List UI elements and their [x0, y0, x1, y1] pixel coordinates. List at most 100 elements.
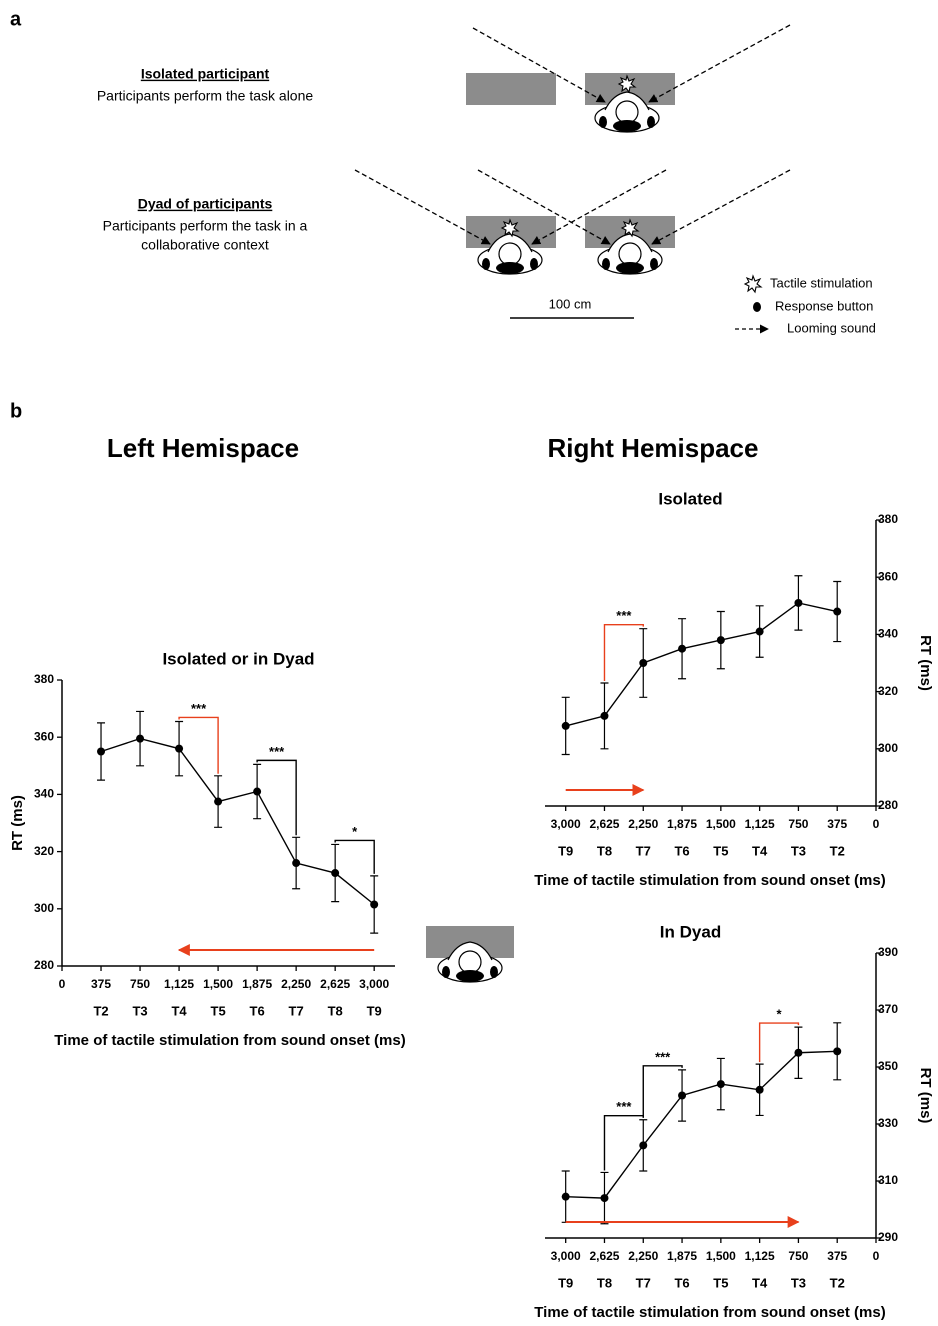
condition-description: Participants perform the task alone — [97, 88, 314, 104]
data-point — [794, 598, 803, 607]
x-tick-label: 1,125 — [164, 977, 194, 991]
data-point — [253, 787, 262, 796]
significance-label: *** — [616, 1099, 632, 1114]
y-tick-label: 310 — [878, 1173, 898, 1187]
data-point — [561, 1192, 570, 1201]
x-name: T6 — [250, 1003, 265, 1018]
x-tick-label: 375 — [827, 1249, 847, 1263]
significance-bracket — [256, 759, 297, 836]
data-point — [794, 1048, 803, 1057]
significance-label: *** — [269, 744, 285, 759]
chart-title: Isolated or in Dyad — [162, 649, 314, 668]
x-tick-label: 750 — [788, 817, 808, 831]
condition-description: collaborative context — [141, 237, 269, 253]
condition-title: Isolated participant — [141, 66, 270, 82]
data-point — [833, 1047, 842, 1056]
y-tick-label: 330 — [878, 1116, 898, 1130]
y-axis-label: RT (ms) — [917, 1068, 934, 1124]
x-tick-label: 0 — [873, 1249, 880, 1263]
x-name: T4 — [171, 1003, 187, 1018]
data-point — [716, 1080, 725, 1089]
x-tick-label: 1,875 — [242, 977, 272, 991]
x-name: T5 — [211, 1003, 226, 1018]
data-point — [600, 711, 609, 720]
hemispace-title: Right Hemispace — [548, 433, 759, 463]
x-axis-label: Time of tactile stimulation from sound o… — [534, 1304, 885, 1321]
x-name: T3 — [132, 1003, 147, 1018]
hemispace-title: Left Hemispace — [107, 433, 299, 463]
data-point — [755, 627, 764, 636]
data-point — [331, 869, 340, 878]
y-tick-label: 300 — [34, 901, 54, 915]
x-name: T8 — [597, 843, 612, 858]
legend-label: Looming sound — [787, 320, 876, 335]
x-tick-label: 2,250 — [628, 817, 658, 831]
data-point — [600, 1194, 609, 1203]
x-name: T2 — [830, 843, 845, 858]
table — [466, 73, 556, 105]
x-tick-label: 3,000 — [359, 977, 389, 991]
panel-label: b — [10, 400, 22, 422]
significance-label: *** — [655, 1049, 671, 1064]
looming-path — [477, 169, 611, 245]
panel-label: a — [10, 8, 22, 30]
x-name: T8 — [328, 1003, 343, 1018]
significance-bracket — [603, 1115, 644, 1171]
legend-label: Response button — [775, 298, 873, 313]
x-tick-label: 0 — [873, 817, 880, 831]
x-name: T9 — [558, 843, 573, 858]
x-tick-label: 375 — [827, 817, 847, 831]
data-point — [639, 659, 648, 667]
significance-label: *** — [616, 608, 632, 623]
x-tick-label: 0 — [59, 977, 66, 991]
scale-label: 100 cm — [549, 296, 592, 311]
data-point — [97, 747, 106, 756]
x-tick-label: 3,000 — [551, 817, 581, 831]
y-axis-label: RT (ms) — [917, 635, 934, 691]
data-point — [678, 1091, 687, 1100]
x-name: T4 — [752, 1275, 768, 1290]
x-tick-label: 2,250 — [281, 977, 311, 991]
looming-path — [648, 24, 791, 103]
looming-path — [354, 169, 491, 245]
x-name: T8 — [597, 1275, 612, 1290]
x-tick-label: 1,875 — [667, 817, 697, 831]
data-point — [639, 1141, 648, 1150]
significance-bracket — [758, 1022, 800, 1063]
dyad-scene — [354, 169, 791, 275]
y-tick-label: 280 — [34, 958, 54, 972]
x-tick-label: 375 — [91, 977, 111, 991]
data-point — [561, 721, 570, 730]
data-point — [175, 744, 184, 753]
y-tick-label: 320 — [34, 844, 54, 858]
x-tick-label: 1,500 — [203, 977, 233, 991]
series-line — [565, 602, 838, 727]
x-tick-label: 1,125 — [745, 1249, 775, 1263]
x-tick-label: 750 — [130, 977, 150, 991]
x-name: T3 — [791, 1275, 806, 1290]
looming-path — [651, 169, 791, 245]
y-tick-label: 320 — [878, 684, 898, 698]
condition-description: Participants perform the task in a — [103, 218, 308, 234]
x-axis-label: Time of tactile stimulation from sound o… — [54, 1032, 405, 1049]
y-tick-label: 350 — [878, 1059, 898, 1073]
y-tick-label: 290 — [878, 1230, 898, 1244]
data-point — [136, 734, 145, 743]
significance-bracket — [642, 1065, 683, 1118]
y-tick-label: 340 — [878, 627, 898, 641]
x-tick-label: 2,625 — [589, 817, 619, 831]
x-name: T6 — [674, 1275, 689, 1290]
data-point — [292, 859, 301, 868]
x-name: T7 — [636, 843, 651, 858]
y-tick-label: 380 — [34, 672, 54, 686]
x-name: T2 — [93, 1003, 108, 1018]
significance-bracket — [178, 716, 219, 774]
significance-label: * — [776, 1007, 782, 1022]
y-tick-label: 360 — [878, 569, 898, 583]
y-axis-label: RT (ms) — [9, 795, 26, 851]
significance-bracket — [603, 623, 644, 682]
x-tick-label: 1,500 — [706, 817, 736, 831]
legend-label: Tactile stimulation — [770, 275, 873, 290]
x-axis-label: Time of tactile stimulation from sound o… — [534, 872, 885, 889]
x-tick-label: 2,625 — [320, 977, 350, 991]
